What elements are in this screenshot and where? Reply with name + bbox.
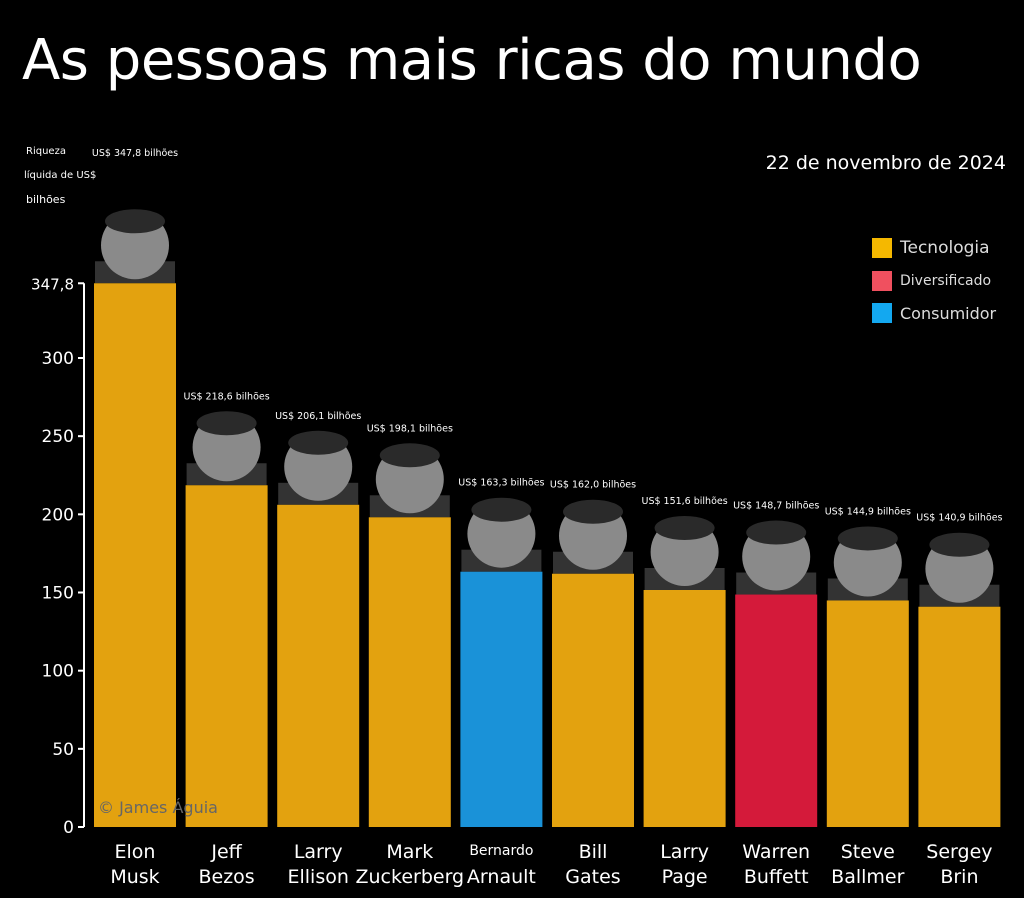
x-tick-label-line-1: Steve (841, 841, 895, 863)
portrait-hair (196, 411, 257, 436)
x-tick-label-line-2: Arnault (467, 866, 536, 888)
legend-item-tecnologia: Tecnologia (872, 238, 990, 258)
x-tick-label-line-1: Elon (115, 841, 156, 863)
x-tick-label-line-2: Ellison (287, 866, 348, 888)
legend-label: Diversificado (900, 273, 992, 289)
x-tick-label-line-1: Bill (579, 841, 608, 863)
x-tick-label-line-1: Jeff (210, 841, 242, 863)
x-tick-label-line-2: Zuckerberg (355, 866, 464, 888)
bar (826, 600, 909, 827)
data-label: US$ 218,6 bilhões (183, 391, 269, 402)
legend-swatch (872, 303, 892, 323)
y-tick-label: 200 (42, 505, 74, 525)
bar (460, 571, 543, 827)
data-label: US$ 206,1 bilhões (275, 411, 361, 422)
y-tick-label: 0 (63, 818, 74, 838)
data-label: US$ 163,3 bilhões (458, 478, 544, 489)
x-tick-label-line-1: Mark (386, 841, 433, 863)
data-label: US$ 151,6 bilhões (641, 496, 727, 507)
y-tick-label: 300 (42, 349, 74, 369)
bar (185, 485, 268, 827)
legend-swatch (872, 271, 892, 291)
bar (918, 606, 1001, 827)
x-tick-label-line-1: Larry (660, 841, 709, 863)
portrait-hair (654, 515, 715, 540)
x-tick-label-line-2: Buffett (744, 866, 809, 888)
x-tick-label-line-2: Musk (110, 866, 159, 888)
x-tick-label-line-2: Brin (940, 866, 978, 888)
data-label: US$ 140,9 bilhões (916, 513, 1002, 524)
x-tick-label-line-2: Gates (565, 866, 620, 888)
portrait-hair (929, 532, 990, 557)
legend-swatch (872, 238, 892, 258)
portrait-hair (837, 526, 898, 551)
x-tick-label-line-1: Warren (742, 841, 810, 863)
y-tick-label: 250 (42, 427, 74, 447)
bar (643, 589, 726, 827)
bar (277, 504, 360, 827)
legend-item-consumidor: Consumidor (872, 303, 996, 323)
x-tick-label-line-2: Ballmer (831, 866, 904, 888)
y-tick-label: 150 (42, 584, 74, 604)
y-tick-label: 50 (52, 740, 74, 760)
data-label: US$ 148,7 bilhões (733, 501, 819, 512)
portrait-hair (563, 499, 623, 524)
portrait-hair (471, 497, 532, 522)
legend-label: Consumidor (900, 303, 997, 323)
x-tick-label-line-1: Bernardo (469, 843, 533, 859)
portrait-hair (379, 443, 440, 468)
legend-item-diversificado: Diversificado (872, 271, 991, 291)
y-axis-label-line-3: bilhões (26, 193, 66, 206)
x-tick-label-line-1: Larry (294, 841, 343, 863)
x-tick-label-line-2: Bezos (198, 866, 254, 888)
bar (368, 517, 451, 827)
x-tick-label-line-2: Page (662, 866, 708, 888)
data-label: US$ 347,8 bilhões (92, 148, 178, 159)
x-tick-label-line-1: Sergey (926, 841, 992, 863)
bar (735, 594, 818, 827)
portrait-hair (105, 209, 165, 234)
y-tick-label: 100 (42, 662, 74, 682)
portrait-hair (288, 430, 349, 455)
chart-title: As pessoas mais ricas do mundo (22, 28, 922, 93)
data-label: US$ 198,1 bilhões (367, 423, 453, 434)
y-axis-label-line-2: líquida de US$ (24, 170, 97, 181)
data-label: US$ 144,9 bilhões (825, 506, 911, 517)
bar (94, 283, 176, 827)
credit-watermark: © James Águia (98, 798, 218, 817)
chart-date: 22 de novembro de 2024 (765, 152, 1006, 174)
y-tick-label: 347,8 (31, 275, 74, 293)
bar (552, 573, 634, 827)
portrait-hair (746, 520, 807, 545)
y-axis-label-line-1: Riqueza (26, 146, 66, 157)
data-label: US$ 162,0 bilhões (550, 480, 636, 491)
legend-label: Tecnologia (900, 238, 990, 258)
